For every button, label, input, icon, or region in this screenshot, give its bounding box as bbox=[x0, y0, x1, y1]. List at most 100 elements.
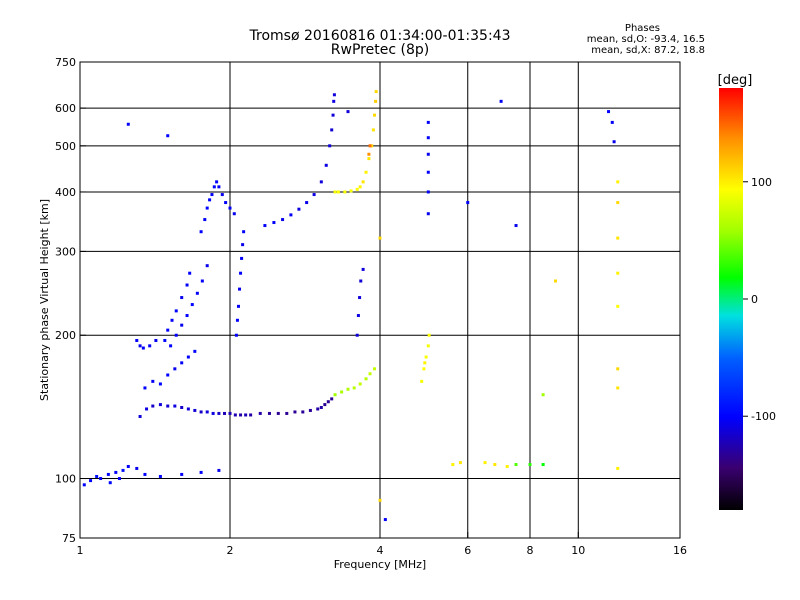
data-point bbox=[370, 144, 374, 148]
data-point bbox=[371, 128, 375, 132]
y-tick-label: 200 bbox=[55, 329, 76, 342]
data-point bbox=[267, 411, 271, 415]
data-point bbox=[108, 481, 112, 485]
data-point bbox=[126, 122, 130, 126]
chart-title-line2: RwPretec (8p) bbox=[331, 42, 429, 58]
data-point bbox=[180, 323, 184, 327]
data-point bbox=[426, 152, 430, 156]
data-point bbox=[319, 180, 323, 184]
y-tick-label: 100 bbox=[55, 473, 76, 486]
data-point bbox=[199, 410, 203, 414]
data-point bbox=[228, 411, 232, 415]
data-point bbox=[607, 110, 611, 114]
data-point bbox=[332, 93, 336, 97]
data-point bbox=[361, 180, 365, 184]
data-point bbox=[240, 256, 244, 260]
data-point bbox=[89, 479, 93, 483]
data-point bbox=[330, 128, 334, 132]
data-point bbox=[346, 387, 350, 391]
x-tick-label: 16 bbox=[673, 544, 687, 557]
data-point bbox=[276, 411, 280, 415]
data-point bbox=[358, 382, 362, 386]
data-point bbox=[238, 287, 242, 291]
data-point bbox=[319, 406, 323, 410]
data-point bbox=[239, 413, 243, 417]
data-point bbox=[174, 309, 178, 313]
data-point bbox=[483, 461, 487, 465]
data-point bbox=[423, 361, 427, 365]
data-point bbox=[211, 411, 215, 415]
data-point bbox=[186, 407, 190, 411]
data-point bbox=[528, 463, 532, 467]
data-point bbox=[374, 99, 378, 103]
data-point bbox=[173, 367, 177, 371]
data-point bbox=[378, 236, 382, 240]
data-point bbox=[166, 328, 170, 332]
data-point bbox=[355, 187, 359, 191]
data-point bbox=[205, 410, 209, 414]
data-point bbox=[373, 367, 377, 371]
data-point bbox=[117, 477, 121, 481]
data-point bbox=[301, 410, 305, 414]
data-point bbox=[616, 180, 620, 184]
colorbar bbox=[719, 88, 743, 510]
data-point bbox=[241, 243, 245, 247]
data-point bbox=[143, 472, 147, 476]
data-point bbox=[166, 404, 170, 408]
colorbar-tick-label: 0 bbox=[751, 293, 758, 306]
data-point bbox=[293, 410, 297, 414]
data-point bbox=[106, 472, 110, 476]
data-point bbox=[208, 198, 212, 202]
data-point bbox=[356, 314, 360, 318]
data-point bbox=[305, 201, 309, 205]
data-point bbox=[235, 318, 239, 322]
data-point bbox=[346, 110, 350, 114]
data-point bbox=[99, 477, 103, 481]
data-point bbox=[148, 344, 152, 348]
data-point bbox=[333, 190, 337, 194]
data-point bbox=[616, 386, 620, 390]
data-point bbox=[210, 193, 214, 197]
data-point bbox=[220, 193, 224, 197]
data-point bbox=[163, 338, 167, 342]
data-point bbox=[180, 406, 184, 410]
data-point bbox=[426, 170, 430, 174]
data-point bbox=[195, 291, 199, 295]
data-point bbox=[289, 213, 293, 217]
data-point bbox=[326, 400, 330, 404]
data-point bbox=[359, 279, 363, 283]
data-point bbox=[499, 99, 503, 103]
data-point bbox=[610, 120, 614, 124]
phases-x-stat: mean, sd,X: 87.2, 18.8 bbox=[591, 45, 705, 56]
data-point bbox=[205, 264, 209, 268]
data-point bbox=[121, 468, 125, 472]
data-point bbox=[193, 349, 197, 353]
data-point bbox=[158, 474, 162, 478]
data-points bbox=[82, 90, 620, 522]
x-tick-label: 6 bbox=[464, 544, 471, 557]
data-point bbox=[200, 279, 204, 283]
data-point bbox=[367, 152, 371, 156]
data-point bbox=[185, 314, 189, 318]
data-point bbox=[151, 404, 155, 408]
data-point bbox=[616, 271, 620, 275]
data-point bbox=[249, 413, 253, 417]
data-point bbox=[236, 304, 240, 308]
data-point bbox=[426, 120, 430, 124]
data-point bbox=[505, 464, 509, 468]
data-point bbox=[232, 212, 236, 216]
data-point bbox=[328, 144, 332, 148]
data-point bbox=[173, 404, 177, 408]
data-point bbox=[373, 113, 377, 117]
colorbar-unit-label: [deg] bbox=[718, 73, 753, 88]
data-point bbox=[244, 413, 248, 417]
data-point bbox=[426, 136, 430, 140]
x-tick-label: 4 bbox=[377, 544, 384, 557]
data-point bbox=[233, 413, 237, 417]
colorbar-tick-label: 100 bbox=[751, 176, 772, 189]
data-point bbox=[258, 411, 262, 415]
data-point bbox=[158, 382, 162, 386]
phases-o-stat: mean, sd,O: -93.4, 16.5 bbox=[587, 34, 705, 45]
data-point bbox=[426, 344, 430, 348]
